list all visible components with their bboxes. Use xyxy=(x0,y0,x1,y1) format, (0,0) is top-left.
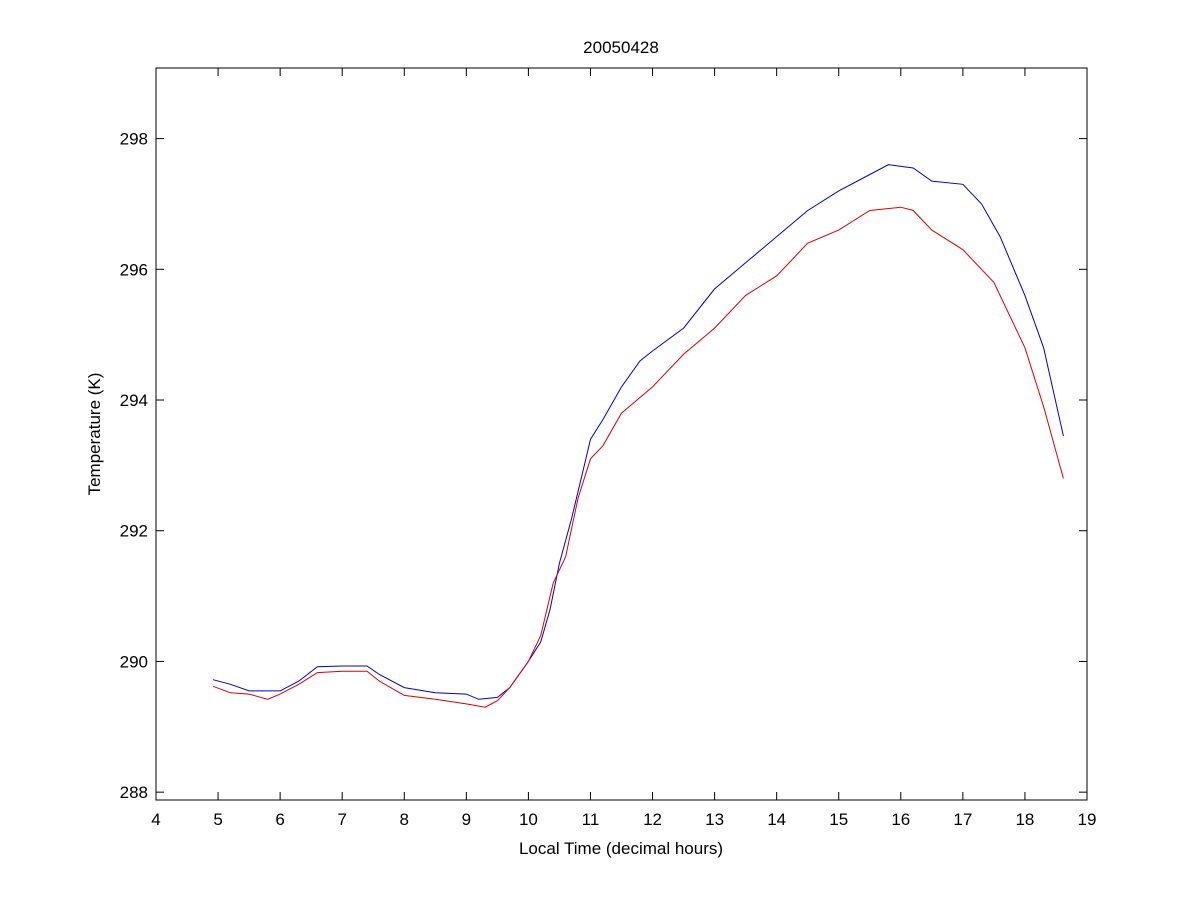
x-tick-label: 13 xyxy=(705,810,724,829)
x-tick-label: 18 xyxy=(1015,810,1034,829)
chart-title: 20050428 xyxy=(583,38,659,57)
x-tick-label: 8 xyxy=(400,810,409,829)
y-tick-label: 298 xyxy=(120,130,148,149)
x-tick-label: 17 xyxy=(953,810,972,829)
y-tick-label: 294 xyxy=(120,391,148,410)
x-axis-label: Local Time (decimal hours) xyxy=(519,839,723,858)
x-tick-label: 11 xyxy=(582,810,600,829)
series-line-red xyxy=(212,206,1064,708)
x-tick-label: 5 xyxy=(213,810,222,829)
x-tick-label: 19 xyxy=(1078,810,1097,829)
x-tick-label: 9 xyxy=(462,810,471,829)
y-axis-label: Temperature (K) xyxy=(85,373,104,496)
y-tick-label: 296 xyxy=(120,260,148,279)
y-tick-label: 292 xyxy=(120,522,148,541)
y-tick-label: 288 xyxy=(120,783,148,802)
x-tick-label: 4 xyxy=(151,810,160,829)
x-tick-label: 16 xyxy=(891,810,910,829)
x-tick-label: 14 xyxy=(767,810,786,829)
x-tick-label: 10 xyxy=(519,810,538,829)
plot-area-frame xyxy=(155,67,1088,801)
x-tick-label: 12 xyxy=(643,810,662,829)
x-tick-label: 7 xyxy=(337,810,346,829)
x-tick-label: 6 xyxy=(275,810,284,829)
series-line-blue xyxy=(212,164,1064,700)
y-tick-label: 290 xyxy=(120,652,148,671)
x-tick-label: 15 xyxy=(829,810,848,829)
